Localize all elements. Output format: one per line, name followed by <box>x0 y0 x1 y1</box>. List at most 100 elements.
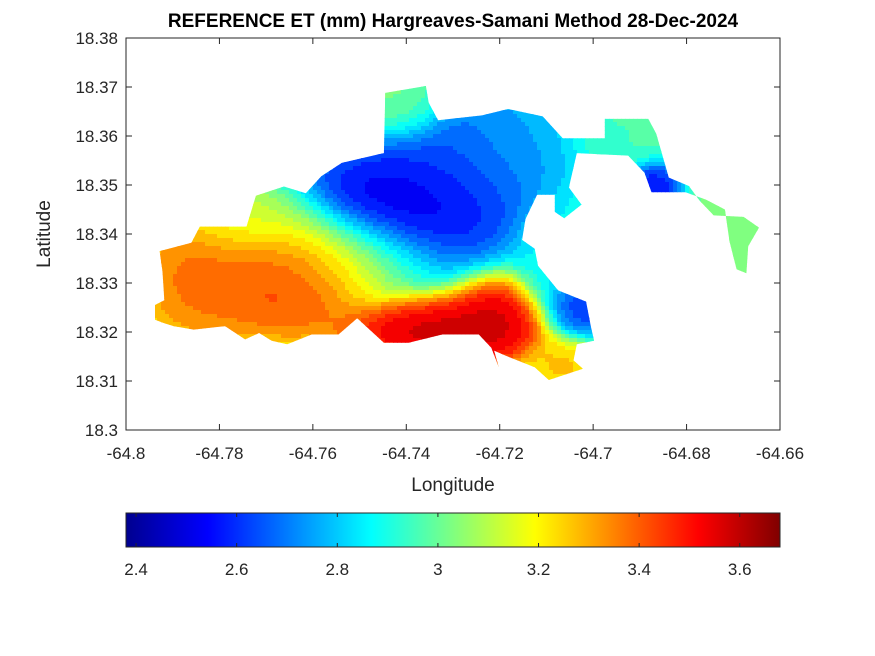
et-cell <box>501 110 506 115</box>
et-cell <box>621 142 626 147</box>
et-cell <box>521 114 526 119</box>
et-cell <box>473 158 478 163</box>
et-cell <box>377 162 382 167</box>
et-cell <box>537 182 542 187</box>
et-cell <box>469 138 474 143</box>
et-cell <box>485 174 490 179</box>
et-cell <box>477 178 482 183</box>
et-cell <box>517 174 522 179</box>
et-cell <box>273 198 278 203</box>
et-cell <box>441 126 446 131</box>
et-cell <box>561 194 566 199</box>
et-cell <box>509 174 514 179</box>
et-cell <box>433 114 438 119</box>
et-cell <box>641 166 646 171</box>
et-cell <box>565 138 570 143</box>
et-cell <box>353 182 358 187</box>
et-cell <box>545 182 550 187</box>
et-cell <box>297 198 302 203</box>
et-cell <box>609 130 614 135</box>
et-cell <box>521 134 526 139</box>
et-cell <box>361 202 366 207</box>
et-cell <box>413 190 418 195</box>
et-cell <box>637 150 642 155</box>
et-cell <box>561 206 566 211</box>
et-cell <box>517 118 522 123</box>
et-cell <box>401 162 406 167</box>
et-cell <box>657 178 662 183</box>
et-cell <box>501 206 506 211</box>
et-cell <box>349 186 354 191</box>
et-cell <box>397 150 402 155</box>
et-cell <box>453 118 458 123</box>
et-cell <box>317 202 322 207</box>
et-cell <box>293 190 298 195</box>
et-cell <box>361 166 366 171</box>
et-cell <box>517 170 522 175</box>
et-cell <box>525 202 530 207</box>
et-cell <box>441 194 446 199</box>
et-cell <box>393 138 398 143</box>
et-cell <box>313 186 318 191</box>
et-cell <box>437 178 442 183</box>
et-cell <box>513 166 518 171</box>
et-cell <box>497 190 502 195</box>
et-cell <box>641 130 646 135</box>
et-cell <box>525 170 530 175</box>
et-cell <box>553 130 558 135</box>
et-cell <box>521 202 526 207</box>
et-cell <box>425 138 430 143</box>
et-cell <box>489 154 494 159</box>
et-cell <box>421 182 426 187</box>
et-cell <box>353 166 358 171</box>
et-cell <box>281 186 286 191</box>
et-cell <box>417 194 422 199</box>
et-cell <box>521 150 526 155</box>
et-cell <box>633 130 638 135</box>
et-cell <box>649 150 654 155</box>
et-cell <box>329 186 334 191</box>
et-cell <box>565 186 570 191</box>
et-cell <box>353 162 358 167</box>
et-cell <box>489 170 494 175</box>
et-cell <box>469 194 474 199</box>
et-cell <box>349 178 354 183</box>
et-cell <box>373 194 378 199</box>
et-cell <box>481 170 486 175</box>
et-cell <box>425 126 430 131</box>
et-cell <box>349 162 354 167</box>
et-cell <box>417 174 422 179</box>
et-cell <box>349 166 354 171</box>
et-cell <box>513 118 518 123</box>
et-cell <box>545 126 550 131</box>
et-cell <box>653 174 658 179</box>
et-cell <box>649 130 654 135</box>
et-cell <box>565 206 570 211</box>
et-cell <box>449 162 454 167</box>
et-cell <box>569 194 574 199</box>
et-cell <box>425 110 430 115</box>
et-cell <box>533 182 538 187</box>
et-cell <box>333 206 338 211</box>
et-cell <box>625 146 630 151</box>
et-cell <box>317 194 322 199</box>
et-cell <box>661 170 666 175</box>
chart-title: REFERENCE ET (mm) Hargreaves-Samani Meth… <box>168 11 739 32</box>
et-cell <box>417 106 422 111</box>
et-cell <box>273 194 278 199</box>
et-cell <box>441 178 446 183</box>
et-cell <box>701 198 706 203</box>
et-cell <box>477 118 482 123</box>
et-cell <box>473 194 478 199</box>
et-cell <box>321 190 326 195</box>
et-cell <box>429 138 434 143</box>
et-cell <box>653 150 658 155</box>
et-cell <box>457 198 462 203</box>
et-cell <box>265 198 270 203</box>
et-cell <box>417 190 422 195</box>
et-cell <box>545 170 550 175</box>
et-cell <box>649 134 654 139</box>
et-cell <box>617 126 622 131</box>
et-cell <box>465 118 470 123</box>
et-cell <box>533 194 538 199</box>
